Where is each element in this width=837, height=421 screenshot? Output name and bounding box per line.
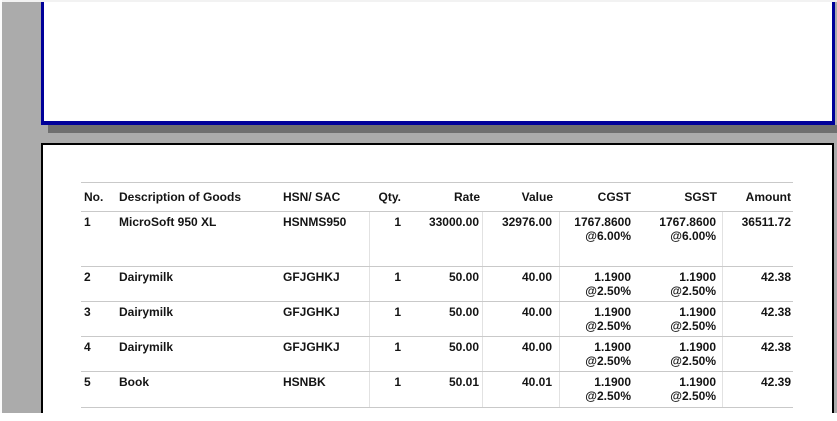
cgst-rate: @2.50% — [585, 389, 631, 403]
cell-qty: 1 — [394, 215, 401, 229]
cell-rate: 50.00 — [404, 302, 483, 336]
cell-amount: 42.38 — [760, 340, 791, 354]
cgst-rate: @2.50% — [585, 284, 631, 298]
window-top-edge — [0, 0, 837, 2]
cgst-amount: 1767.8600 — [574, 215, 631, 229]
cell-hsn-sac: GFJGHKJ — [283, 267, 370, 301]
cell-no: 1 — [84, 215, 91, 229]
sgst-amount: 1767.8600 — [659, 215, 716, 229]
header-amount: Amount — [745, 190, 791, 204]
cell-value: 40.00 — [483, 302, 560, 336]
cell-sgst: 1.1900 @2.50% — [640, 337, 723, 371]
cell-no: 3 — [84, 305, 91, 319]
sgst-rate: @2.50% — [670, 319, 716, 333]
cell-amount: 42.38 — [760, 305, 791, 319]
cgst-amount: 1.1900 — [594, 270, 631, 284]
cell-rate: 50.00 — [404, 267, 483, 301]
cell-amount: 42.38 — [760, 270, 791, 284]
cell-no: 4 — [84, 340, 91, 354]
header-cgst: CGST — [597, 190, 631, 204]
page-current: No. Description of Goods HSN/ SAC Qty. R… — [41, 143, 834, 413]
header-no: No. — [84, 190, 104, 204]
cell-sgst: 1.1900 @2.50% — [640, 302, 723, 336]
window-bottom-edge — [0, 413, 837, 421]
sgst-rate: @2.50% — [670, 354, 716, 368]
cell-amount: 36511.72 — [741, 215, 791, 229]
cell-sgst: 1.1900 @2.50% — [640, 372, 723, 407]
invoice-items-table: No. Description of Goods HSN/ SAC Qty. R… — [81, 182, 793, 408]
cell-rate: 33000.00 — [404, 212, 483, 266]
cell-value: 32976.00 — [483, 212, 560, 266]
cell-qty: 1 — [394, 270, 401, 284]
cell-no: 5 — [84, 375, 91, 389]
cell-sgst: 1767.8600 @6.00% — [640, 212, 723, 266]
cell-hsn-sac: HSNBK — [283, 372, 370, 407]
table-row: 5 Book HSNBK 1 50.01 40.01 1.1900 @2.50%… — [81, 372, 793, 408]
cell-cgst: 1767.8600 @6.00% — [560, 212, 640, 266]
sgst-rate: @6.00% — [670, 229, 716, 243]
cgst-amount: 1.1900 — [594, 375, 631, 389]
cgst-amount: 1.1900 — [594, 305, 631, 319]
cgst-amount: 1.1900 — [594, 340, 631, 354]
sgst-rate: @2.50% — [670, 389, 716, 403]
cell-description: Dairymilk — [119, 270, 174, 284]
cell-cgst: 1.1900 @2.50% — [560, 372, 640, 407]
cell-value: 40.01 — [483, 372, 560, 407]
cell-value: 40.00 — [483, 337, 560, 371]
window-left-edge — [0, 0, 2, 413]
sgst-amount: 1.1900 — [679, 375, 716, 389]
cell-hsn-sac: GFJGHKJ — [283, 337, 370, 371]
sgst-rate: @2.50% — [670, 284, 716, 298]
cell-qty: 1 — [394, 305, 401, 319]
sgst-amount: 1.1900 — [679, 340, 716, 354]
cell-description: Book — [119, 375, 149, 389]
sgst-amount: 1.1900 — [679, 305, 716, 319]
header-qty: Qty. — [378, 190, 401, 204]
header-description: Description of Goods — [119, 190, 242, 204]
header-hsn-sac: HSN/ SAC — [283, 190, 341, 204]
cell-description: Dairymilk — [119, 340, 174, 354]
sgst-amount: 1.1900 — [679, 270, 716, 284]
cgst-rate: @6.00% — [585, 229, 631, 243]
cell-amount: 42.39 — [760, 375, 791, 389]
page-previous — [41, 2, 835, 125]
cell-sgst: 1.1900 @2.50% — [640, 267, 723, 301]
table-row: 2 Dairymilk GFJGHKJ 1 50.00 40.00 1.1900… — [81, 267, 793, 302]
cell-qty: 1 — [394, 340, 401, 354]
page-previous-shadow — [48, 125, 837, 133]
cell-hsn-sac: HSNMS950 — [283, 212, 370, 266]
cell-description: Dairymilk — [119, 305, 174, 319]
cell-rate: 50.01 — [404, 372, 483, 407]
cell-cgst: 1.1900 @2.50% — [560, 267, 640, 301]
header-sgst: SGST — [684, 190, 717, 204]
cell-rate: 50.00 — [404, 337, 483, 371]
cell-cgst: 1.1900 @2.50% — [560, 302, 640, 336]
table-row: 3 Dairymilk GFJGHKJ 1 50.00 40.00 1.1900… — [81, 302, 793, 337]
table-row: 4 Dairymilk GFJGHKJ 1 50.00 40.00 1.1900… — [81, 337, 793, 372]
table-row: 1 MicroSoft 950 XL HSNMS950 1 33000.00 3… — [81, 212, 793, 267]
header-rate: Rate — [453, 190, 480, 204]
cell-no: 2 — [84, 270, 91, 284]
cell-hsn-sac: GFJGHKJ — [283, 302, 370, 336]
cgst-rate: @2.50% — [585, 319, 631, 333]
cgst-rate: @2.50% — [585, 354, 631, 368]
cell-value: 40.00 — [483, 267, 560, 301]
table-header-row: No. Description of Goods HSN/ SAC Qty. R… — [81, 183, 793, 212]
cell-qty: 1 — [394, 375, 401, 389]
cell-description: MicroSoft 950 XL — [119, 215, 217, 229]
cell-cgst: 1.1900 @2.50% — [560, 337, 640, 371]
header-value: Value — [521, 190, 553, 204]
